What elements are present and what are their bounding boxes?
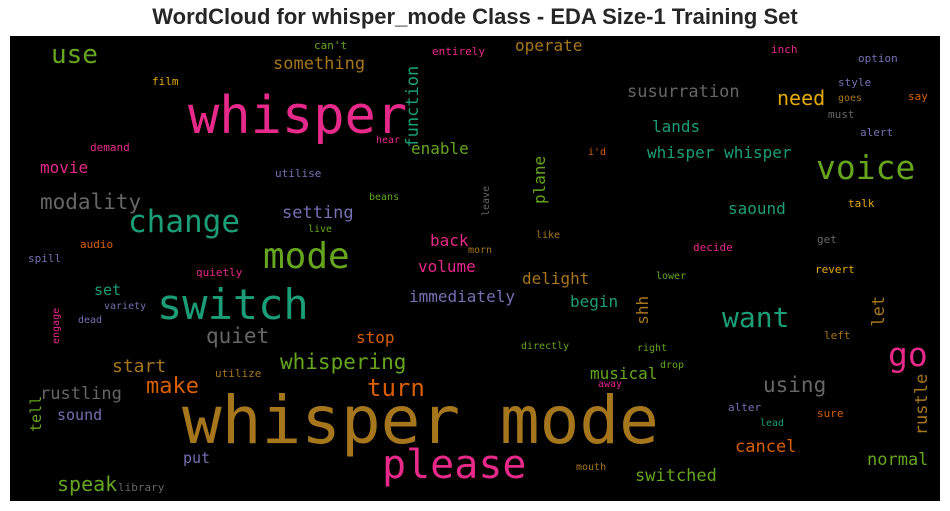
word-left: left	[824, 329, 851, 342]
word-change: change	[128, 204, 240, 240]
word-library: library	[118, 481, 165, 494]
word-must: must	[828, 108, 855, 121]
word-voice: voice	[816, 148, 916, 187]
word-get: get	[817, 233, 837, 246]
word-lands: lands	[652, 117, 701, 136]
word-set: set	[94, 281, 122, 299]
word-use: use	[51, 40, 98, 70]
word-beans: beans	[369, 192, 400, 203]
word-lead: lead	[760, 418, 785, 429]
word-say: say	[908, 90, 928, 103]
word-rustle: rustle	[912, 373, 932, 436]
word-begin: begin	[570, 292, 619, 311]
word-lower: lower	[656, 271, 687, 282]
word-drop: drop	[660, 360, 685, 371]
word-mode: mode	[263, 236, 350, 277]
word-switched: switched	[635, 466, 717, 486]
word-whisper-mode: whisper mode	[182, 382, 659, 459]
word-setting: setting	[282, 203, 354, 223]
word-directly: directly	[521, 341, 570, 352]
word-option: option	[858, 52, 898, 65]
wordcloud-canvas: whisper mode whisper please switch mode chang…	[10, 36, 940, 501]
word-delight: delight	[522, 269, 590, 288]
word-function: function	[403, 65, 423, 148]
word-cancel: cancel	[735, 437, 797, 457]
word-entirely: entirely	[432, 45, 485, 58]
word-switch: switch	[157, 280, 309, 329]
word-go: go	[888, 335, 928, 374]
word-engage: engage	[51, 307, 62, 344]
word-live: live	[308, 224, 333, 235]
word-sound: sound	[57, 406, 103, 424]
word-demand: demand	[90, 141, 130, 154]
word-need: need	[777, 86, 826, 110]
word-leave: leave	[481, 185, 492, 216]
word-normal: normal	[867, 450, 929, 470]
word-mouth: mouth	[576, 462, 607, 473]
word-decide: decide	[693, 241, 733, 254]
word-variety: variety	[104, 301, 147, 312]
word-quiet: quiet	[206, 324, 270, 348]
word-talk: talk	[848, 197, 875, 210]
word-inch: inch	[771, 43, 798, 56]
word-spill: spill	[28, 252, 62, 265]
word-saound: saound	[728, 199, 786, 218]
word-utilize: utilize	[215, 367, 262, 380]
word-sure: sure	[817, 407, 844, 420]
word-can-t: can't	[314, 39, 348, 52]
word-tell: tell	[27, 395, 45, 432]
word-i-d: i'd	[588, 147, 607, 158]
word-let: let	[869, 295, 889, 327]
word-hear: hear	[376, 135, 401, 146]
word-stop: stop	[356, 328, 395, 347]
word-start: start	[112, 356, 167, 377]
word-something: something	[273, 54, 366, 74]
word-immediately: immediately	[409, 287, 515, 306]
chart-title: WordCloud for whisper_mode Class - EDA S…	[152, 4, 798, 29]
word-back: back	[430, 231, 469, 250]
word-right: right	[637, 343, 668, 354]
word-quietly: quietly	[196, 266, 243, 279]
word-speak: speak	[57, 472, 118, 496]
word-morn: morn	[468, 245, 493, 256]
word-using: using	[763, 373, 827, 397]
word-whispering: whispering	[280, 350, 407, 374]
word-shh: shh	[633, 295, 652, 325]
word-whisper-whisper: whisper whisper	[647, 143, 792, 162]
word-away: away	[598, 379, 623, 390]
word-please: please	[382, 442, 527, 488]
word-like: like	[536, 230, 561, 241]
word-make: make	[146, 374, 199, 399]
word-audio: audio	[80, 238, 114, 251]
word-rustling: rustling	[40, 384, 122, 404]
word-goes: goes	[838, 93, 863, 104]
word-modality: modality	[40, 190, 142, 214]
word-alert: alert	[860, 126, 894, 139]
word-musical: musical	[590, 364, 658, 383]
word-enable: enable	[411, 139, 469, 158]
word-revert: revert	[815, 263, 855, 276]
word-volume: volume	[418, 257, 476, 276]
word-put: put	[183, 449, 211, 467]
word-style: style	[838, 76, 872, 89]
word-want: want	[722, 301, 790, 334]
word-film: film	[152, 75, 179, 88]
word-movie: movie	[40, 158, 89, 177]
word-plane: plane	[530, 155, 549, 204]
word-whisper: whisper	[188, 86, 408, 146]
word-susurration: susurration	[627, 82, 740, 102]
word-turn: turn	[367, 374, 425, 402]
word-operate: operate	[515, 36, 583, 55]
word-alter: alter	[728, 401, 762, 414]
word-dead: dead	[78, 315, 103, 326]
word-utilise: utilise	[275, 167, 322, 180]
